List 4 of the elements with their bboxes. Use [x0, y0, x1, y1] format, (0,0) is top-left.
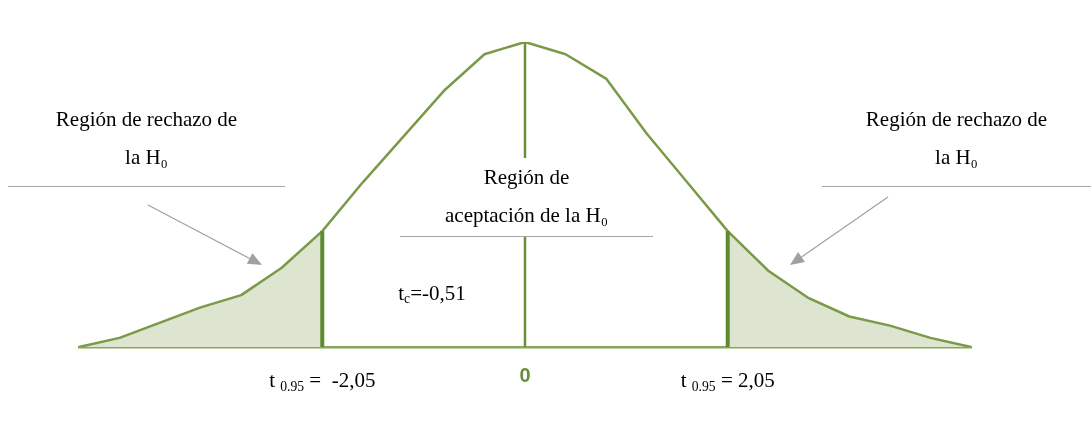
x-tick-label: t 0.95 = 2,05 [680, 368, 775, 395]
x-tick-label: 0 [519, 364, 531, 386]
annotation: t$_{c}$=-0,51 [397, 280, 467, 309]
x-tick-label: t 0.95 = -2,05 [269, 368, 376, 395]
